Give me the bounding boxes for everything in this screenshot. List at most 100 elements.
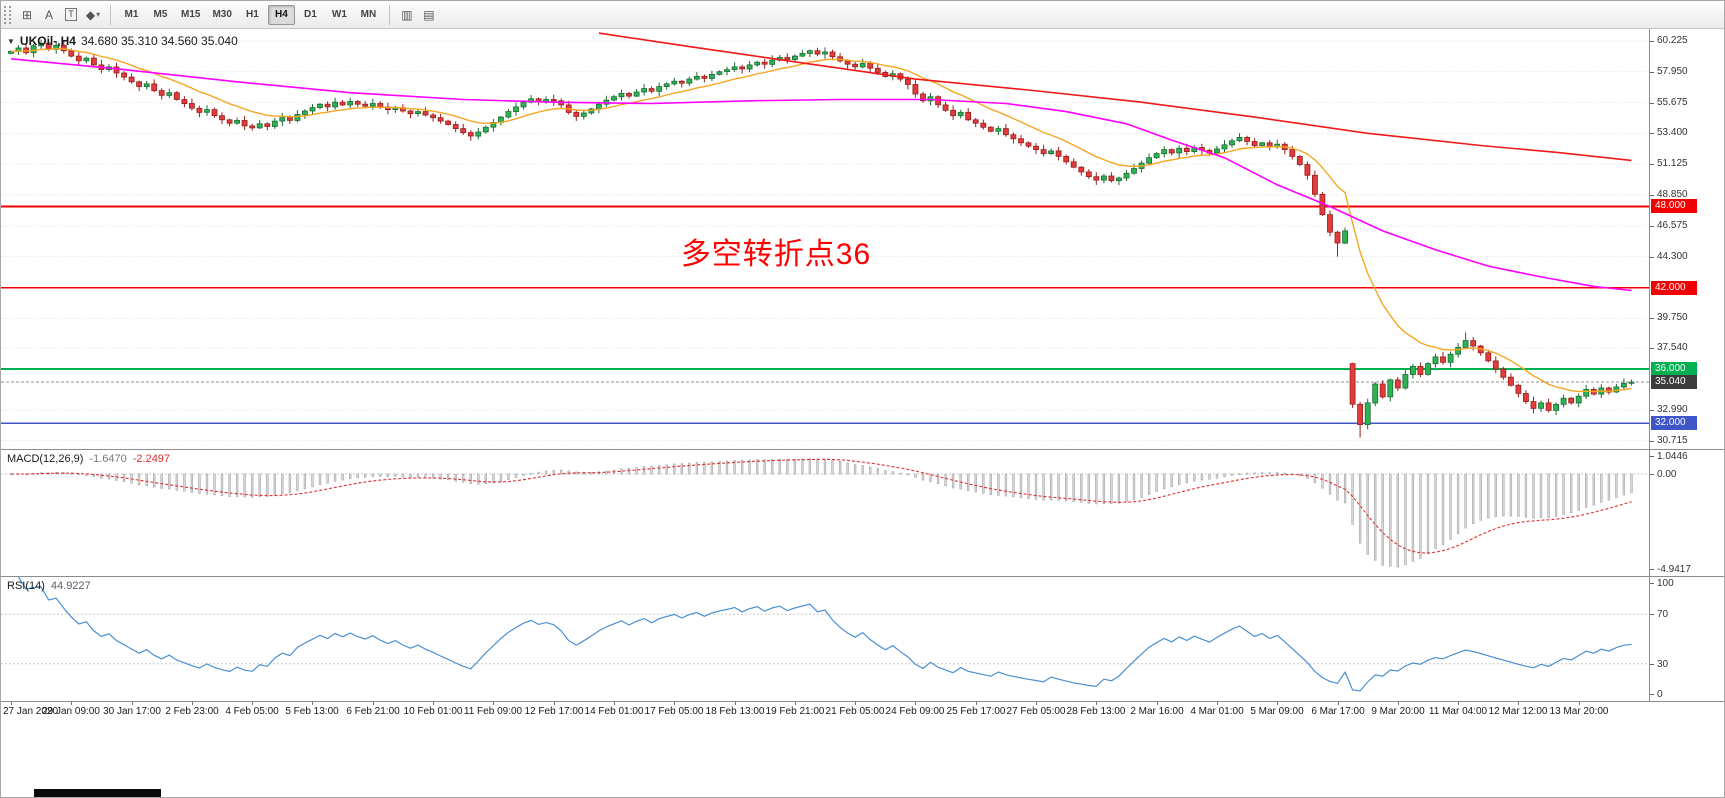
time-axis-label: 28 Feb 13:00 xyxy=(1066,706,1126,717)
rsi-tick-label: 70 xyxy=(1657,609,1669,620)
time-axis-tick xyxy=(1518,702,1519,705)
time-axis-label: 17 Feb 05:00 xyxy=(644,706,704,717)
time-axis-label: 5 Feb 13:00 xyxy=(285,706,339,717)
scale-divider xyxy=(1649,29,1650,702)
price-tick-mark xyxy=(1650,72,1654,73)
price-tick-mark xyxy=(1650,348,1654,349)
time-axis-tick xyxy=(1458,702,1459,705)
price-tick-label: 30.715 xyxy=(1657,435,1688,446)
template-icon[interactable]: ▤ xyxy=(423,7,435,22)
panel-divider[interactable] xyxy=(1,576,1724,577)
macd-scale[interactable]: 1.0446 0.00 -4.9417 xyxy=(1650,450,1724,576)
price-chart-panel[interactable]: ▼ UKOil-,H4 34.680 35.310 34.560 35.040 … xyxy=(1,29,1649,449)
timeframe-button-D1[interactable]: D1 xyxy=(304,9,317,20)
time-axis-label: 19 Feb 21:00 xyxy=(765,706,825,717)
timeframe-button-H4[interactable]: H4 xyxy=(267,4,295,25)
rsi-panel[interactable]: RSI(14) 44.9227 xyxy=(1,577,1649,701)
time-axis-label: 30 Jan 17:00 xyxy=(103,706,161,717)
toolbar-separator xyxy=(388,4,390,25)
rsi-tick-mark xyxy=(1650,614,1654,615)
timeframe-button-M30[interactable]: M30 xyxy=(212,9,232,20)
timeframe-button-M15[interactable]: M15 xyxy=(181,9,201,20)
macd-panel[interactable]: MACD(12,26,9) -1.6470 -2.2497 xyxy=(1,450,1649,576)
timeframe-button-M5[interactable]: M5 xyxy=(153,9,168,20)
toolbar-separator xyxy=(110,4,111,25)
time-axis-tick xyxy=(1157,702,1158,705)
price-tick-mark xyxy=(1650,410,1654,411)
time-axis-label: 5 Mar 09:00 xyxy=(1250,706,1304,717)
panel-divider[interactable] xyxy=(1,701,1724,702)
price-tick-mark xyxy=(1650,257,1654,258)
price-tick-mark xyxy=(1650,133,1654,134)
timeframe-button-M1[interactable]: M1 xyxy=(124,9,139,20)
time-axis-label: 6 Feb 21:00 xyxy=(346,706,400,717)
time-axis-tick xyxy=(795,702,796,705)
shapes-tool-icon[interactable]: ◆ ▾ xyxy=(85,7,101,22)
price-tick-label: 57.950 xyxy=(1657,66,1688,77)
window-tools-group: ▥ ▤ xyxy=(396,4,440,26)
time-axis[interactable]: 27 Jan 2020 29 Jan 09:00 30 Jan 17:00 2 Feb… xyxy=(1,702,1724,718)
rsi-name: RSI(14) xyxy=(7,580,45,592)
time-axis-label: 2 Mar 16:00 xyxy=(1130,706,1184,717)
time-axis-tick xyxy=(433,702,434,705)
symbol-label: UKOil-,H4 xyxy=(19,34,76,48)
rsi-tick-label: 100 xyxy=(1657,578,1674,589)
price-tick-label: 55.675 xyxy=(1657,97,1688,108)
macd-tick-mark xyxy=(1650,474,1654,475)
time-axis-label: 27 Feb 05:00 xyxy=(1006,706,1066,717)
rsi-chart[interactable] xyxy=(1,577,1649,701)
time-axis-label: 12 Mar 12:00 xyxy=(1488,706,1548,717)
time-axis-label: 29 Jan 09:00 xyxy=(42,706,100,717)
price-tick-mark xyxy=(1650,164,1654,165)
symbol-dropdown-icon[interactable]: ▼ xyxy=(7,36,15,46)
time-axis-tick xyxy=(614,702,615,705)
price-level-badge: 42.000 xyxy=(1651,281,1697,295)
time-axis-tick xyxy=(855,702,856,705)
candles xyxy=(8,39,1635,438)
timeframe-button-W1[interactable]: W1 xyxy=(331,9,347,20)
chart-window-icon[interactable]: ▥ xyxy=(401,7,413,22)
price-tick-mark xyxy=(1650,318,1654,319)
time-axis-tick xyxy=(674,702,675,705)
time-axis-tick xyxy=(735,702,736,705)
timeframe-button-H1[interactable]: H1 xyxy=(246,9,259,20)
toolbar-grip[interactable] xyxy=(4,5,11,24)
candlestick-chart[interactable] xyxy=(1,29,1649,449)
rsi-scale[interactable]: 100 70 30 0 xyxy=(1650,577,1724,701)
macd-signal-value: -2.2497 xyxy=(132,453,171,465)
price-tick-label: 51.125 xyxy=(1657,158,1688,169)
text-tool-icon[interactable]: A xyxy=(44,7,53,22)
timeframe-button-MN[interactable]: MN xyxy=(360,9,377,20)
time-axis-tick xyxy=(71,702,72,705)
rsi-value: 44.9227 xyxy=(50,580,91,592)
time-axis-label: 10 Feb 01:00 xyxy=(403,706,463,717)
time-axis-tick xyxy=(1277,702,1278,705)
macd-tick-label: 1.0446 xyxy=(1657,451,1688,462)
time-axis-label: 6 Mar 17:00 xyxy=(1311,706,1365,717)
price-tick-label: 37.540 xyxy=(1657,342,1688,353)
time-axis-tick xyxy=(1096,702,1097,705)
toolbar: ⊞ A T ◆ ▾ M1 M5 M15 M30 H1 H4 D1 W1 MN ▥ ▤ xyxy=(1,1,1724,29)
time-axis-tick xyxy=(1579,702,1580,705)
price-scale[interactable]: 60.225 57.950 55.675 53.400 51.125 48.850 46.5… xyxy=(1650,29,1724,449)
price-level-badge: 32.000 xyxy=(1651,416,1697,430)
drawing-tools-group: ⊞ A T ◆ ▾ xyxy=(16,4,104,26)
time-axis-label: 12 Feb 17:00 xyxy=(524,706,584,717)
time-axis-label: 2 Feb 23:00 xyxy=(165,706,219,717)
macd-histogram xyxy=(9,458,1633,568)
macd-chart[interactable] xyxy=(1,450,1649,576)
dropdown-caret-icon: ▾ xyxy=(96,10,101,19)
macd-name: MACD(12,26,9) xyxy=(7,453,84,465)
taskbar-fragment xyxy=(34,789,161,797)
grid-tool-icon[interactable]: ⊞ xyxy=(21,7,33,22)
panel-divider[interactable] xyxy=(1,449,1724,450)
time-axis-tick xyxy=(192,702,193,705)
label-tool-icon[interactable]: T xyxy=(60,4,82,26)
price-tick-mark xyxy=(1650,441,1654,442)
time-axis-tick xyxy=(11,702,12,705)
current-price-badge: 35.040 xyxy=(1651,375,1697,389)
time-axis-tick xyxy=(1398,702,1399,705)
timeframe-group: M1 M5 M15 M30 H1 H4 D1 W1 MN xyxy=(117,4,383,25)
macd-tick-label: 0.00 xyxy=(1657,469,1677,480)
